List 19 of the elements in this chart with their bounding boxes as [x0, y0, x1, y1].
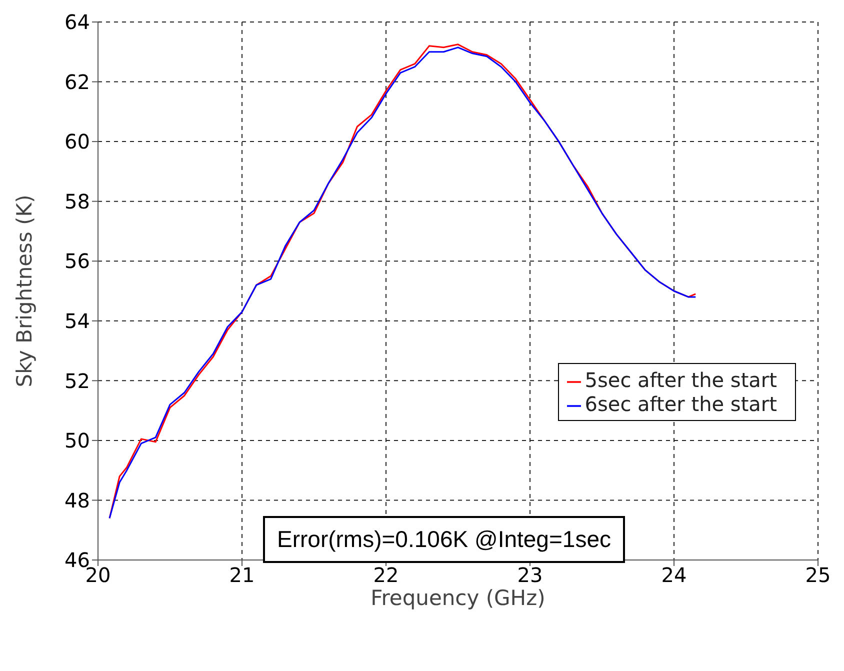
x-tick-label: 25 — [805, 563, 831, 588]
y-tick-label: 52 — [64, 368, 90, 393]
y-tick-label: 56 — [64, 249, 90, 274]
legend-label: 6sec after the start — [584, 392, 777, 416]
x-axis-title: Frequency (GHz) — [370, 586, 546, 610]
y-tick-label: 64 — [64, 10, 90, 34]
x-tick-label: 22 — [373, 563, 399, 588]
x-tick-label: 23 — [517, 563, 543, 588]
y-tick-label: 50 — [64, 428, 90, 453]
annotation: Error(rms)=0.106K @Integ=1sec — [263, 516, 625, 563]
y-tick-label: 60 — [64, 130, 90, 154]
x-tick-label: 21 — [229, 563, 255, 588]
y-tick-label: 54 — [64, 308, 90, 333]
x-tick-label: 24 — [661, 563, 687, 588]
y-tick-label: 58 — [64, 189, 90, 214]
y-tick-label: 62 — [64, 70, 90, 94]
y-tick-label: 48 — [64, 488, 90, 512]
legend-label: 5sec after the start — [584, 368, 777, 392]
y-axis-title: Sky Brightness (K) — [12, 194, 36, 388]
